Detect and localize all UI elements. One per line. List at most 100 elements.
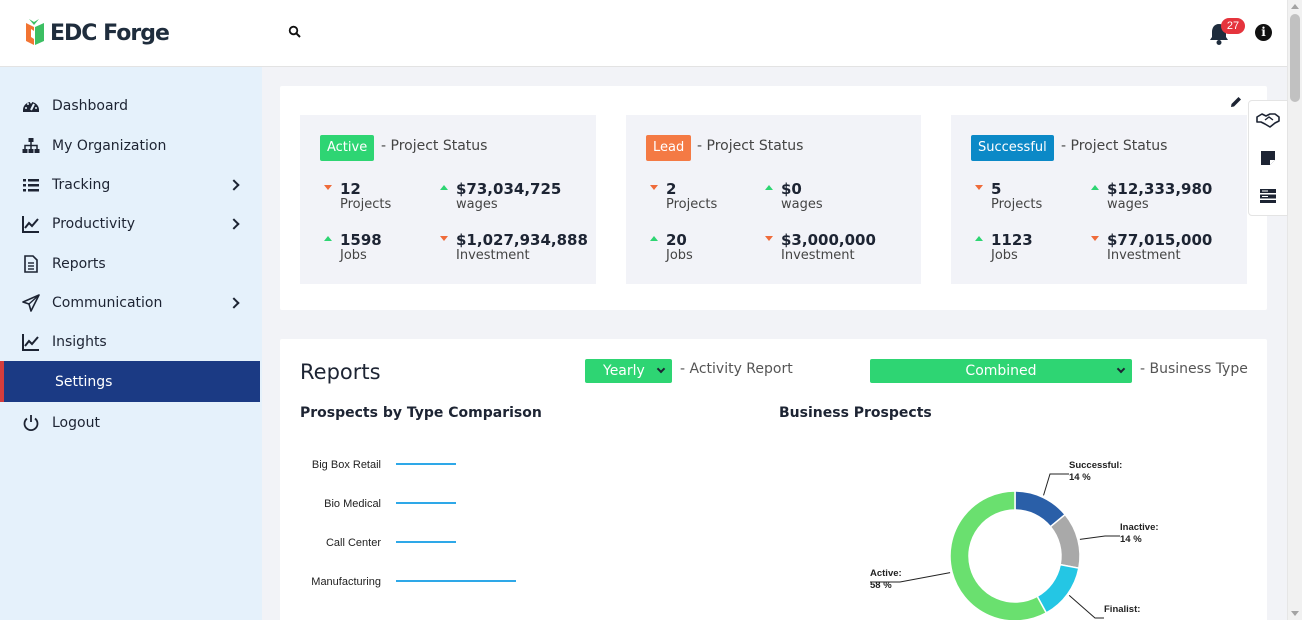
metric-label: Projects: [340, 197, 392, 212]
slice-label: Inactive:: [1120, 522, 1159, 533]
sidebar-item-insights[interactable]: Insights: [0, 322, 260, 362]
dashboard-icon: [23, 101, 39, 112]
donut-chart-title: Business Prospects: [779, 405, 932, 421]
metric-value: 1123: [991, 231, 1033, 249]
handshake-button[interactable]: [1249, 101, 1287, 139]
metric-label: Jobs: [991, 248, 1018, 263]
sidebar-item-communication[interactable]: Communication: [0, 283, 260, 323]
trend-down-icon: [324, 185, 332, 190]
metric-label: wages: [1107, 197, 1149, 212]
bar-category-label: Call Center: [326, 537, 381, 549]
brand-name: EDC Forge: [50, 20, 170, 46]
notification-badge: 27: [1221, 18, 1245, 34]
metric-value: $3,000,000: [781, 231, 876, 249]
sidebar-item-label: Logout: [52, 415, 100, 431]
metric-value: $1,027,934,888: [456, 231, 588, 249]
metric-value: $12,333,980: [1107, 180, 1213, 198]
business-type-select[interactable]: Combined: [870, 359, 1132, 383]
scroll-thumb[interactable]: [1290, 14, 1300, 102]
server-button[interactable]: [1249, 177, 1287, 215]
logo-icon: [26, 19, 44, 45]
trend-up-icon: [1091, 185, 1099, 190]
power-icon: [23, 415, 39, 432]
status-label: - Project Status: [381, 138, 488, 154]
metric-value: $73,034,725: [456, 180, 562, 198]
metric-label: Investment: [781, 248, 855, 263]
chevron-right-icon: [228, 218, 240, 230]
brand-logo[interactable]: EDC Forge: [24, 19, 170, 47]
sidebar-item-label: My Organization: [52, 138, 167, 154]
status-label: - Project Status: [697, 138, 804, 154]
trend-down-icon: [1091, 236, 1099, 241]
business-prospects-donut-chart: Successful:14 %Inactive:14 %Finalist:Act…: [870, 460, 1159, 620]
sticky-note-button[interactable]: [1249, 139, 1287, 177]
reports-title: Reports: [300, 360, 381, 384]
slice-value: 58 %: [870, 580, 892, 591]
list-icon: [23, 179, 39, 192]
sidebar-item-label: Communication: [52, 295, 163, 311]
sticky-note-icon: [1261, 151, 1275, 165]
scroll-up-arrow[interactable]: [1291, 4, 1299, 9]
business-type-label: - Business Type: [1140, 361, 1248, 377]
metric-value: $77,015,000: [1107, 231, 1213, 249]
chevron-right-icon: [228, 179, 240, 191]
slice-label: Active:: [870, 568, 902, 579]
status-label: - Project Status: [1061, 138, 1168, 154]
bar-category-label: Bio Medical: [324, 498, 381, 510]
pencil-icon[interactable]: [1229, 95, 1243, 109]
period-select[interactable]: Yearly: [585, 359, 672, 383]
sidebar-item-logout[interactable]: Logout: [0, 403, 260, 443]
activity-report-label: - Activity Report: [680, 361, 793, 377]
chevron-down-icon: [656, 364, 666, 374]
page-scrollbar[interactable]: [1287, 0, 1302, 620]
side-toolbar: [1248, 100, 1288, 216]
bar-category-label: Big Box Retail: [312, 459, 381, 471]
sidebar-item-reports[interactable]: Reports: [0, 244, 260, 284]
org-chart-icon: [22, 138, 40, 153]
metric-value: 20: [666, 231, 687, 249]
line-chart-icon: [22, 334, 39, 351]
status-badge: Successful: [971, 135, 1054, 161]
metric-value: $0: [781, 180, 802, 198]
sidebar-item-label: Settings: [55, 373, 113, 390]
sidebar-item-dashboard[interactable]: Dashboard: [0, 86, 260, 126]
info-icon[interactable]: i: [1255, 24, 1272, 41]
trend-down-icon: [650, 185, 658, 190]
metric-label: Investment: [456, 248, 530, 263]
sidebar-item-tracking[interactable]: Tracking: [0, 165, 260, 205]
slice-leader-line: [870, 572, 951, 583]
metric-label: wages: [456, 197, 498, 212]
line-chart-icon: [22, 216, 39, 233]
sidebar-item-label: Insights: [52, 334, 107, 350]
reports-panel: [280, 339, 1267, 620]
trend-up-icon: [440, 185, 448, 190]
donut-slice: [949, 490, 1048, 620]
metric-label: Projects: [991, 197, 1043, 212]
metric-value: 1598: [340, 231, 382, 249]
metric-label: Jobs: [340, 248, 367, 263]
slice-leader-line: [1043, 473, 1069, 496]
metric-value: 5: [991, 180, 1002, 198]
sidebar-item-productivity[interactable]: Productivity: [0, 204, 260, 244]
donut-slice: [1049, 513, 1081, 570]
sidebar: Dashboard My Organization Tracking Produ…: [0, 67, 262, 620]
chevron-down-icon: [1116, 364, 1126, 374]
sidebar-item-label: Productivity: [52, 216, 135, 232]
status-card-active: Active - Project Status 12 Projects $73,…: [300, 115, 596, 284]
metric-label: wages: [781, 197, 823, 212]
metric-label: Projects: [666, 197, 718, 212]
top-header: EDC Forge 27 i: [0, 0, 1287, 67]
trend-down-icon: [975, 185, 983, 190]
sidebar-item-settings[interactable]: Settings: [0, 361, 260, 402]
status-badge: Lead: [646, 135, 692, 161]
bar-chart-title: Prospects by Type Comparison: [300, 405, 542, 421]
sidebar-item-my-organization[interactable]: My Organization: [0, 126, 260, 166]
trend-up-icon: [324, 236, 332, 241]
search-icon[interactable]: [288, 25, 302, 39]
trend-down-icon: [440, 236, 448, 241]
status-card-successful: Successful - Project Status 5 Projects $…: [951, 115, 1247, 284]
document-icon: [24, 255, 38, 273]
trend-up-icon: [650, 236, 658, 241]
sidebar-item-label: Reports: [52, 256, 106, 272]
scroll-down-arrow[interactable]: [1291, 611, 1299, 616]
